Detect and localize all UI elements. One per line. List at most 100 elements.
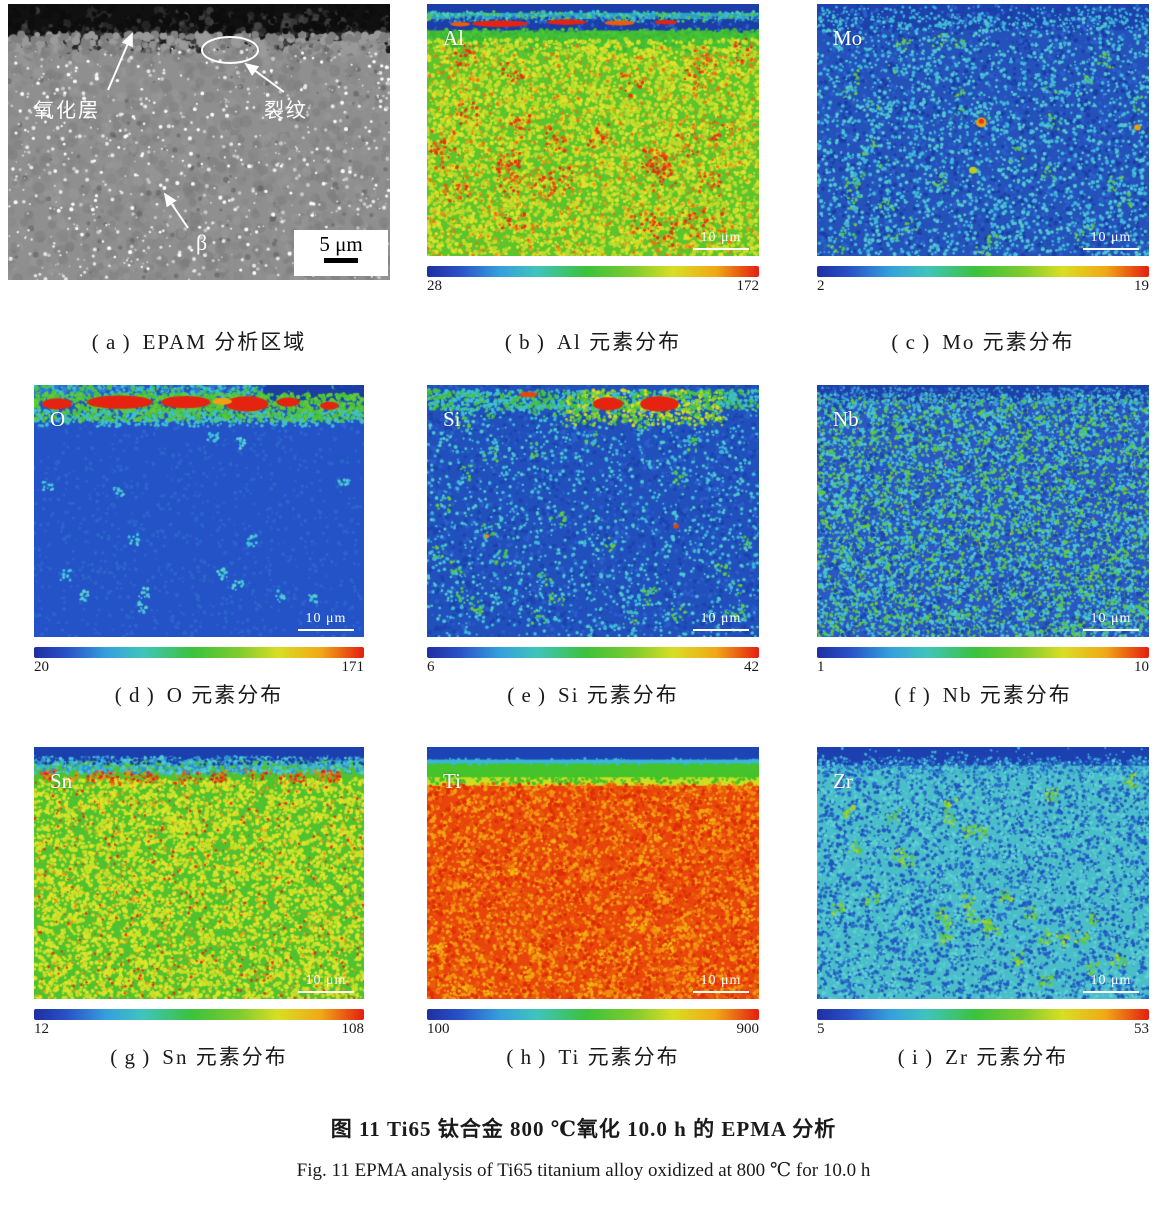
si-colorbar [427, 647, 759, 658]
oxide-layer-label: 氧化层 [34, 100, 100, 122]
figure-row-3: Sn 10 μm 12 108 ( g ) Sn 元素分布 Ti 10 μm [8, 747, 1159, 1071]
sn-colorbar-max: 108 [341, 1021, 365, 1037]
o-colorbar [34, 647, 364, 658]
nb-scale-line [1083, 629, 1139, 631]
panel-si: Si 10 μm 6 42 ( e ) Si 元素分布 [427, 385, 759, 709]
nb-element-map-canvas [817, 385, 1149, 637]
zr-colorbar-max: 53 [1134, 1021, 1149, 1037]
nb-colorbar-values: 1 10 [817, 659, 1149, 676]
al-colorbar-min: 28 [427, 278, 442, 294]
crack-label: 裂纹 [264, 100, 308, 122]
panel-caption-b: ( b ) Al 元素分布 [504, 330, 682, 354]
o-scale-line [298, 629, 354, 631]
sn-scale-bar: 10 μm [298, 971, 354, 993]
mo-scale-line [1083, 248, 1139, 250]
figure-row-2: O 10 μm 20 171 ( d ) O 元素分布 Si 10 μm [8, 385, 1159, 709]
sn-colorbar [34, 1009, 364, 1020]
mo-scale-bar: 10 μm [1083, 228, 1139, 250]
al-map-area: Al 10 μm [427, 4, 759, 256]
sn-map-area: Sn 10 μm [34, 747, 364, 999]
sn-element-map-canvas [34, 747, 364, 999]
nb-scale-bar: 10 μm [1083, 609, 1139, 631]
zr-colorbar-min: 5 [817, 1021, 825, 1037]
zr-scale-bar: 10 μm [1083, 971, 1139, 993]
mo-colorbar [817, 266, 1149, 277]
sn-colorbar-values: 12 108 [34, 1021, 364, 1038]
si-element-map-canvas [427, 385, 759, 637]
figure-caption-zh: 图 11 Ti65 钛合金 800 ℃氧化 10.0 h 的 EPMA 分析 [330, 1117, 837, 1141]
nb-element-label: Nb [833, 407, 859, 431]
panel-caption-c: ( c ) Mo 元素分布 [891, 330, 1075, 354]
sem-scale-line [324, 258, 358, 263]
si-map-area: Si 10 μm [427, 385, 759, 637]
panel-o: O 10 μm 20 171 ( d ) O 元素分布 [8, 385, 390, 709]
al-scale-line [693, 248, 749, 250]
ti-colorbar [427, 1009, 759, 1020]
panel-sem: 氧化层 裂纹 β 5 μm ( a ) EPAM 分析区域 [8, 4, 390, 356]
nb-colorbar [817, 647, 1149, 658]
al-colorbar [427, 266, 759, 277]
o-colorbar-min: 20 [34, 659, 49, 675]
si-scale-bar: 10 μm [693, 609, 749, 631]
panel-sn: Sn 10 μm 12 108 ( g ) Sn 元素分布 [8, 747, 390, 1071]
panel-al: Al 10 μm 28 172 ( b ) Al 元素分布 [427, 4, 759, 356]
mo-map-area: Mo 10 μm [817, 4, 1149, 256]
al-element-label: Al [443, 26, 464, 50]
zr-element-label: Zr [833, 769, 853, 793]
sem-scale-bar: 5 μm [294, 230, 388, 276]
al-scale-bar: 10 μm [693, 228, 749, 250]
o-colorbar-max: 171 [341, 659, 365, 675]
panel-caption-h: ( h ) Ti 元素分布 [506, 1045, 680, 1069]
beta-label: β [196, 230, 208, 255]
o-map-area: O 10 μm [34, 385, 364, 637]
o-scale-bar: 10 μm [298, 609, 354, 631]
nb-colorbar-max: 10 [1134, 659, 1149, 675]
ti-map-area: Ti 10 μm [427, 747, 759, 999]
o-element-map-canvas [34, 385, 364, 637]
sn-colorbar-min: 12 [34, 1021, 49, 1037]
mo-colorbar-max: 19 [1134, 278, 1149, 294]
panel-caption-i: ( i ) Zr 元素分布 [897, 1045, 1069, 1069]
panel-nb: Nb 10 μm 1 10 ( f ) Nb 元素分布 [817, 385, 1149, 709]
ti-element-map-canvas [427, 747, 759, 999]
si-element-label: Si [443, 407, 461, 431]
o-colorbar-values: 20 171 [34, 659, 364, 676]
panel-caption-d: ( d ) O 元素分布 [114, 683, 284, 707]
panel-zr: Zr 10 μm 5 53 ( i ) Zr 元素分布 [817, 747, 1149, 1071]
zr-scale-line [1083, 991, 1139, 993]
sem-scale-text: 5 μm [319, 232, 363, 256]
mo-element-map-canvas [817, 4, 1149, 256]
si-colorbar-min: 6 [427, 659, 435, 675]
panel-caption-g: ( g ) Sn 元素分布 [110, 1045, 288, 1069]
al-colorbar-max: 172 [736, 278, 760, 294]
nb-map-area: Nb 10 μm [817, 385, 1149, 637]
panel-ti: Ti 10 μm 100 900 ( h ) Ti 元素分布 [427, 747, 759, 1071]
mo-element-label: Mo [833, 26, 863, 50]
ti-colorbar-min: 100 [427, 1021, 450, 1037]
sn-element-label: Sn [50, 769, 73, 793]
figure-row-1: 氧化层 裂纹 β 5 μm ( a ) EPAM 分析区域 Al 10 μm [8, 4, 1159, 356]
zr-map-area: Zr 10 μm [817, 747, 1149, 999]
si-scale-line [693, 629, 749, 631]
zr-colorbar [817, 1009, 1149, 1020]
ti-colorbar-values: 100 900 [427, 1021, 759, 1038]
zr-element-map-canvas [817, 747, 1149, 999]
panel-mo: Mo 10 μm 2 19 ( c ) Mo 元素分布 [817, 4, 1149, 356]
ti-scale-line [693, 991, 749, 993]
si-colorbar-max: 42 [744, 659, 759, 675]
ti-scale-bar: 10 μm [693, 971, 749, 993]
al-element-map-canvas [427, 4, 759, 256]
panel-caption-f: ( f ) Nb 元素分布 [894, 683, 1072, 707]
mo-colorbar-min: 2 [817, 278, 825, 294]
si-colorbar-values: 6 42 [427, 659, 759, 676]
al-colorbar-values: 28 172 [427, 278, 759, 295]
ti-colorbar-max: 900 [736, 1021, 760, 1037]
ti-element-label: Ti [443, 769, 461, 793]
o-element-label: O [50, 407, 66, 431]
sem-image-area: 氧化层 裂纹 β 5 μm [8, 4, 390, 280]
figure-caption-en: Fig. 11 EPMA analysis of Ti65 titanium a… [296, 1160, 871, 1181]
figure-captions: 图 11 Ti65 钛合金 800 ℃氧化 10.0 h 的 EPMA 分析 F… [8, 1113, 1159, 1182]
zr-colorbar-values: 5 53 [817, 1021, 1149, 1038]
mo-colorbar-values: 2 19 [817, 278, 1149, 295]
